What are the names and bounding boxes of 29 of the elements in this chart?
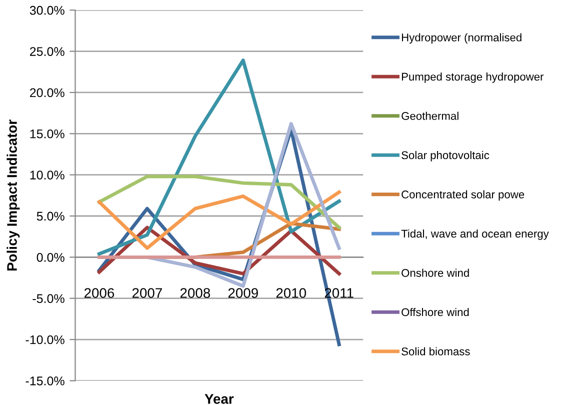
x-tick-label: 2009	[228, 288, 258, 298]
legend-label: Solid biomass	[402, 347, 470, 356]
y-tick-label: -15.0%	[26, 376, 64, 386]
y-tick-label: -5.0%	[32, 294, 64, 303]
y-tick-label: 25.0%	[30, 47, 64, 56]
y-tick-label: 30.0%	[30, 6, 64, 15]
x-tick-label: 2008	[180, 288, 210, 298]
x-tick-label: 2007	[132, 288, 162, 298]
x-axis-title: Year	[204, 394, 234, 404]
legend-label: Hydropower (normalised	[402, 33, 522, 44]
y-tick-label: 15.0%	[30, 129, 64, 138]
line-series	[97, 58, 341, 256]
y-tick-label: 10.0%	[30, 170, 64, 180]
legend-label: Tidal, wave and ocean energy	[401, 229, 549, 240]
legend-label: Onshore wind	[402, 268, 469, 277]
legend-label: Concentrated solar powe	[402, 190, 524, 201]
x-tick-label: 2010	[276, 288, 306, 298]
line-series	[97, 174, 341, 230]
legend-label: Geothermal	[402, 112, 458, 120]
legend-label: Solar photovoltaic	[402, 150, 490, 162]
y-tick-label: 5.0%	[36, 212, 64, 221]
y-axis-title: Policy Impact Indicator	[6, 120, 20, 270]
line-series	[97, 190, 341, 250]
y-tick-label: 20.0%	[30, 88, 64, 98]
x-tick-label: 2006	[84, 288, 114, 298]
legend-label: Offshore wind	[402, 308, 469, 316]
y-tick-label: -10.0%	[26, 335, 64, 344]
y-tick-label: 0.0%	[36, 252, 64, 262]
legend-label: Pumped storage hydropower	[402, 72, 544, 83]
